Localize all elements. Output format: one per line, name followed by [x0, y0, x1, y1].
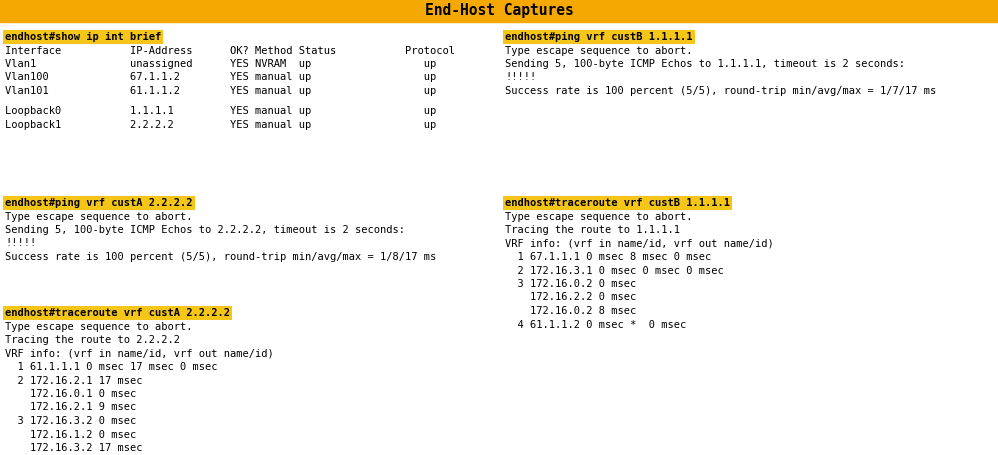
- Text: VRF info: (vrf in name/id, vrf out name/id): VRF info: (vrf in name/id, vrf out name/…: [5, 349, 273, 359]
- Text: endhost#ping vrf custA 2.2.2.2: endhost#ping vrf custA 2.2.2.2: [5, 198, 193, 208]
- Text: 1 67.1.1.1 0 msec 8 msec 0 msec: 1 67.1.1.1 0 msec 8 msec 0 msec: [505, 252, 712, 262]
- Text: 3 172.16.3.2 0 msec: 3 172.16.3.2 0 msec: [5, 416, 137, 426]
- Text: 172.16.0.1 0 msec: 172.16.0.1 0 msec: [5, 389, 137, 399]
- Text: 172.16.2.2 0 msec: 172.16.2.2 0 msec: [505, 293, 637, 303]
- Text: Tracing the route to 1.1.1.1: Tracing the route to 1.1.1.1: [505, 225, 680, 235]
- Text: 2 172.16.3.1 0 msec 0 msec 0 msec: 2 172.16.3.1 0 msec 0 msec 0 msec: [505, 266, 724, 275]
- Text: !!!!!: !!!!!: [5, 238, 36, 248]
- Text: Loopback0           1.1.1.1         YES manual up                  up: Loopback0 1.1.1.1 YES manual up up: [5, 106, 436, 116]
- Text: Vlan101             61.1.1.2        YES manual up                  up: Vlan101 61.1.1.2 YES manual up up: [5, 86, 436, 96]
- Text: 4 61.1.1.2 0 msec *  0 msec: 4 61.1.1.2 0 msec * 0 msec: [505, 319, 687, 329]
- Text: 172.16.3.2 17 msec: 172.16.3.2 17 msec: [5, 443, 143, 453]
- Text: Sending 5, 100-byte ICMP Echos to 2.2.2.2, timeout is 2 seconds:: Sending 5, 100-byte ICMP Echos to 2.2.2.…: [5, 225, 405, 235]
- Text: endhost#show ip int brief: endhost#show ip int brief: [5, 32, 162, 42]
- Text: Type escape sequence to abort.: Type escape sequence to abort.: [505, 212, 693, 222]
- Text: End-Host Captures: End-Host Captures: [424, 4, 574, 19]
- Text: Success rate is 100 percent (5/5), round-trip min/avg/max = 1/7/17 ms: Success rate is 100 percent (5/5), round…: [505, 86, 936, 96]
- Text: 2 172.16.2.1 17 msec: 2 172.16.2.1 17 msec: [5, 375, 143, 385]
- Text: endhost#traceroute vrf custB 1.1.1.1: endhost#traceroute vrf custB 1.1.1.1: [505, 198, 730, 208]
- Text: Success rate is 100 percent (5/5), round-trip min/avg/max = 1/8/17 ms: Success rate is 100 percent (5/5), round…: [5, 252, 436, 262]
- Text: endhost#ping vrf custB 1.1.1.1: endhost#ping vrf custB 1.1.1.1: [505, 32, 693, 42]
- Text: Loopback1           2.2.2.2         YES manual up                  up: Loopback1 2.2.2.2 YES manual up up: [5, 120, 436, 130]
- Text: Type escape sequence to abort.: Type escape sequence to abort.: [5, 212, 193, 222]
- Text: endhost#traceroute vrf custA 2.2.2.2: endhost#traceroute vrf custA 2.2.2.2: [5, 308, 230, 318]
- Bar: [0, 0, 998, 22]
- Text: 172.16.2.1 9 msec: 172.16.2.1 9 msec: [5, 403, 137, 413]
- Text: 172.16.0.2 8 msec: 172.16.0.2 8 msec: [505, 306, 637, 316]
- Text: Interface           IP-Address      OK? Method Status           Protocol: Interface IP-Address OK? Method Status P…: [5, 46, 455, 56]
- Text: 172.16.1.2 0 msec: 172.16.1.2 0 msec: [5, 430, 137, 440]
- Text: Sending 5, 100-byte ICMP Echos to 1.1.1.1, timeout is 2 seconds:: Sending 5, 100-byte ICMP Echos to 1.1.1.…: [505, 59, 905, 69]
- Text: Vlan100             67.1.1.2        YES manual up                  up: Vlan100 67.1.1.2 YES manual up up: [5, 72, 436, 82]
- Text: !!!!!: !!!!!: [505, 72, 536, 82]
- Text: Tracing the route to 2.2.2.2: Tracing the route to 2.2.2.2: [5, 335, 180, 345]
- Text: Type escape sequence to abort.: Type escape sequence to abort.: [505, 46, 693, 56]
- Text: 3 172.16.0.2 0 msec: 3 172.16.0.2 0 msec: [505, 279, 637, 289]
- Text: VRF info: (vrf in name/id, vrf out name/id): VRF info: (vrf in name/id, vrf out name/…: [505, 238, 773, 248]
- Text: 1 61.1.1.1 0 msec 17 msec 0 msec: 1 61.1.1.1 0 msec 17 msec 0 msec: [5, 362, 218, 372]
- Text: Type escape sequence to abort.: Type escape sequence to abort.: [5, 322, 193, 332]
- Text: Vlan1               unassigned      YES NVRAM  up                  up: Vlan1 unassigned YES NVRAM up up: [5, 59, 436, 69]
